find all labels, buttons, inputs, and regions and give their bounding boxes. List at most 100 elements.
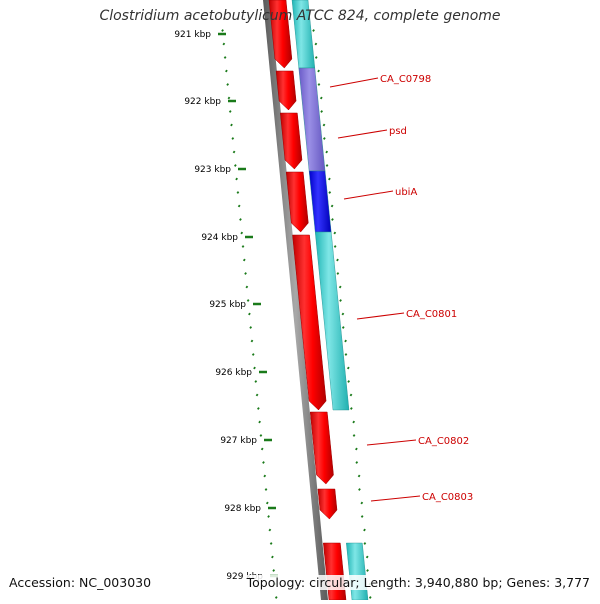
gc-plot-mark	[231, 137, 235, 140]
accession-text: Accession: NC_003030	[9, 575, 152, 590]
gc-plot-mark	[331, 218, 334, 221]
forward-gene-arrow	[292, 234, 327, 411]
forward-gene-arrow	[275, 70, 297, 111]
tick-layer: 921 kbp 922 kbp 923 kbp 924 kbp 925 kbp 926 k…	[174, 29, 372, 599]
forward-gene-arrow	[285, 171, 309, 233]
gc-plot-mark	[264, 488, 268, 491]
gc-plot-mark	[355, 461, 359, 464]
forward-gene-arrow	[280, 112, 303, 170]
gc-plot-mark	[225, 69, 228, 73]
gc-plot-mark	[269, 542, 273, 545]
gc-plot-mark	[344, 353, 348, 356]
gene-label-leader	[329, 77, 379, 88]
gc-plot-mark	[265, 501, 269, 505]
gc-plot-mark	[333, 231, 337, 235]
gc-plot-mark	[271, 555, 274, 559]
gc-plot-mark	[347, 380, 351, 383]
gc-plot-mark	[235, 177, 238, 181]
cds-segment	[346, 542, 369, 601]
gene-label[interactable]: CA_C0798	[380, 74, 431, 85]
gc-plot-mark	[352, 420, 356, 424]
gc-plot-mark	[230, 123, 233, 127]
tick-label: 921 kbp	[174, 30, 211, 40]
gc-plot-mark	[226, 83, 230, 86]
gc-plot-mark	[253, 366, 256, 370]
gc-plot-mark	[274, 596, 278, 599]
gc-plot-mark	[239, 218, 242, 221]
gc-plot-mark	[228, 110, 232, 113]
gc-plot-mark	[328, 191, 332, 194]
tick-label: 923 kbp	[194, 165, 231, 175]
forward-gene-arrow	[317, 488, 338, 520]
gc-plot-mark	[363, 528, 366, 532]
gc-plot-mark	[338, 285, 342, 289]
cds-segment	[314, 231, 350, 411]
gc-plot-mark	[241, 245, 245, 248]
gc-plot-mark	[325, 150, 329, 154]
tick-label: 924 kbp	[201, 233, 238, 243]
gc-plot-mark	[358, 488, 361, 491]
backbone-layer	[263, 0, 328, 600]
gc-plot-mark	[317, 69, 320, 73]
gene-label[interactable]: ubiA	[395, 187, 417, 198]
topology-text: Topology: circular; Length: 3,940,880 bp…	[246, 575, 590, 590]
gene-label-leader	[337, 129, 388, 139]
gc-plot-mark	[349, 407, 353, 410]
gc-plot-mark	[314, 42, 318, 46]
gc-plot-mark	[349, 393, 353, 397]
gc-plot-mark	[258, 420, 261, 424]
gc-plot-mark	[268, 528, 272, 532]
gene-label[interactable]: psd	[389, 126, 407, 137]
gc-plot-mark	[236, 191, 240, 194]
gene-label[interactable]: CA_C0801	[406, 309, 457, 320]
tick-label: 927 kbp	[220, 436, 257, 446]
gc-plot-mark	[222, 42, 226, 46]
gc-plot-mark	[248, 312, 251, 316]
gene-label-leader	[356, 312, 405, 320]
map-title: Clostridium acetobutylicum ATCC 824, com…	[99, 8, 501, 24]
gc-plot-mark	[322, 137, 326, 140]
gc-plot-mark	[317, 83, 321, 86]
gc-plot-mark	[328, 177, 331, 181]
gc-plot-mark	[312, 29, 315, 32]
gc-plot-mark	[267, 515, 270, 518]
gc-plot-mark	[237, 204, 241, 208]
gc-plot-mark	[244, 272, 247, 275]
cds-segment	[298, 67, 326, 172]
gc-plot-mark	[256, 407, 260, 410]
gc-plot-mark	[259, 434, 263, 437]
tick-label: 922 kbp	[184, 97, 221, 107]
gc-plot-mark	[363, 542, 367, 545]
gc-plot-mark	[325, 164, 329, 167]
gc-plot-mark	[336, 272, 340, 275]
gc-plot-mark	[360, 501, 364, 505]
tick-label: 929 kbp	[226, 572, 263, 582]
tick-label: 926 kbp	[215, 368, 252, 378]
gc-plot-mark	[333, 245, 337, 248]
gc-plot-mark	[263, 474, 267, 478]
gene-label-leader	[370, 495, 421, 502]
gene-label[interactable]: CA_C0802	[418, 436, 469, 447]
gc-plot-mark	[346, 366, 350, 370]
gc-plot-mark	[352, 434, 356, 437]
gc-plot-mark	[357, 474, 361, 478]
gc-plot-mark	[233, 164, 237, 167]
forward-gene-arrow	[268, 0, 293, 69]
gc-plot-mark	[360, 515, 364, 518]
gc-plot-mark	[336, 258, 339, 262]
gc-plot-mark	[255, 393, 259, 397]
gc-plot-mark	[251, 353, 255, 356]
gc-plot-mark	[245, 285, 249, 289]
gc-plot-mark	[250, 339, 254, 343]
gc-plot-mark	[249, 326, 253, 329]
gc-plot-mark	[254, 380, 258, 383]
gene-label[interactable]: CA_C0803	[422, 492, 473, 503]
gc-plot-mark	[365, 555, 369, 559]
gc-plot-mark	[344, 339, 347, 343]
gc-plot-mark	[260, 447, 264, 451]
gc-plot-mark	[223, 56, 227, 59]
gc-plot-mark	[262, 461, 265, 464]
gc-plot-mark	[366, 569, 369, 572]
